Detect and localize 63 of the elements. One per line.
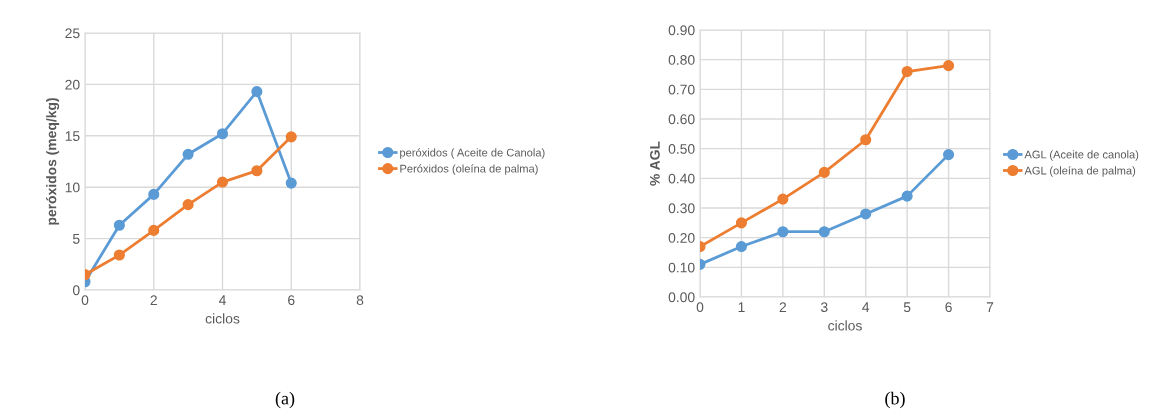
y-tick-label: 0.00: [668, 292, 695, 303]
point: [216, 128, 229, 140]
point: [860, 134, 872, 146]
x-tick-label: 0: [81, 295, 89, 306]
x-tick-label: 4: [218, 295, 226, 305]
y-tick-label: 25: [65, 28, 80, 39]
legend-label: AGL (oleína de palma): [1024, 166, 1136, 177]
y-tick-label: 0.60: [668, 114, 695, 125]
x-tick-label: 5: [903, 302, 911, 313]
y-tick-label: 10: [65, 182, 80, 193]
point: [860, 208, 872, 220]
x-tick-label: 0: [696, 302, 704, 313]
legend-label: AGL (Aceite de canola): [1024, 150, 1139, 161]
x-axis-title: ciclos: [828, 320, 862, 331]
point: [251, 165, 263, 177]
point: [735, 217, 747, 229]
x-tick-label: 1: [738, 302, 745, 312]
y-tick-label: 0.40: [668, 173, 695, 184]
y-tick-label: 0.70: [668, 84, 695, 95]
y-tick-label: 5: [72, 234, 80, 244]
y-tick-label: 0.20: [668, 233, 695, 243]
y-tick-label: 0.10: [668, 262, 695, 273]
text: (a): [275, 391, 295, 409]
x-axis-title: ciclos: [205, 313, 240, 324]
text: (b): [885, 391, 905, 409]
point: [777, 226, 789, 238]
x-tick-label: 8: [356, 295, 364, 306]
point: [148, 188, 160, 200]
x-tick-label: 2: [779, 302, 787, 312]
x-tick-label: 2: [150, 295, 157, 305]
point: [777, 193, 789, 205]
legend-label: peróxidos ( Aceite de Canola): [400, 148, 545, 159]
y-axis-title: % AGL: [649, 141, 660, 186]
point: [943, 149, 955, 161]
point: [901, 190, 913, 202]
x-tick-label: 6: [945, 302, 952, 313]
y-tick-label: 0.30: [668, 203, 695, 214]
point: [943, 60, 955, 72]
point: [901, 65, 913, 78]
y-tick-label: 0: [72, 285, 80, 296]
point: [251, 86, 263, 98]
x-tick-label: 4: [862, 302, 870, 312]
legend-label: Peróxidos (oleína de palma): [400, 164, 538, 175]
point: [182, 148, 194, 160]
point: [735, 241, 747, 253]
point: [113, 249, 125, 261]
point: [818, 166, 830, 178]
y-tick-label: 20: [65, 79, 80, 90]
point: [216, 176, 229, 188]
point: [113, 219, 125, 231]
y-tick-label: 0.90: [668, 25, 695, 36]
y-tick-label: 15: [65, 131, 80, 141]
point: [285, 177, 297, 189]
x-tick-label: 7: [986, 302, 994, 312]
y-axis-title: peróxidos (meq/kg): [46, 98, 60, 225]
y-tick-label: 0.80: [668, 55, 695, 65]
x-tick-label: 6: [288, 295, 295, 306]
point: [148, 224, 160, 236]
x-tick-label: 3: [820, 302, 828, 313]
point: [818, 226, 830, 238]
point: [285, 131, 297, 143]
y-tick-label: 0.50: [668, 144, 695, 154]
point: [182, 199, 194, 211]
